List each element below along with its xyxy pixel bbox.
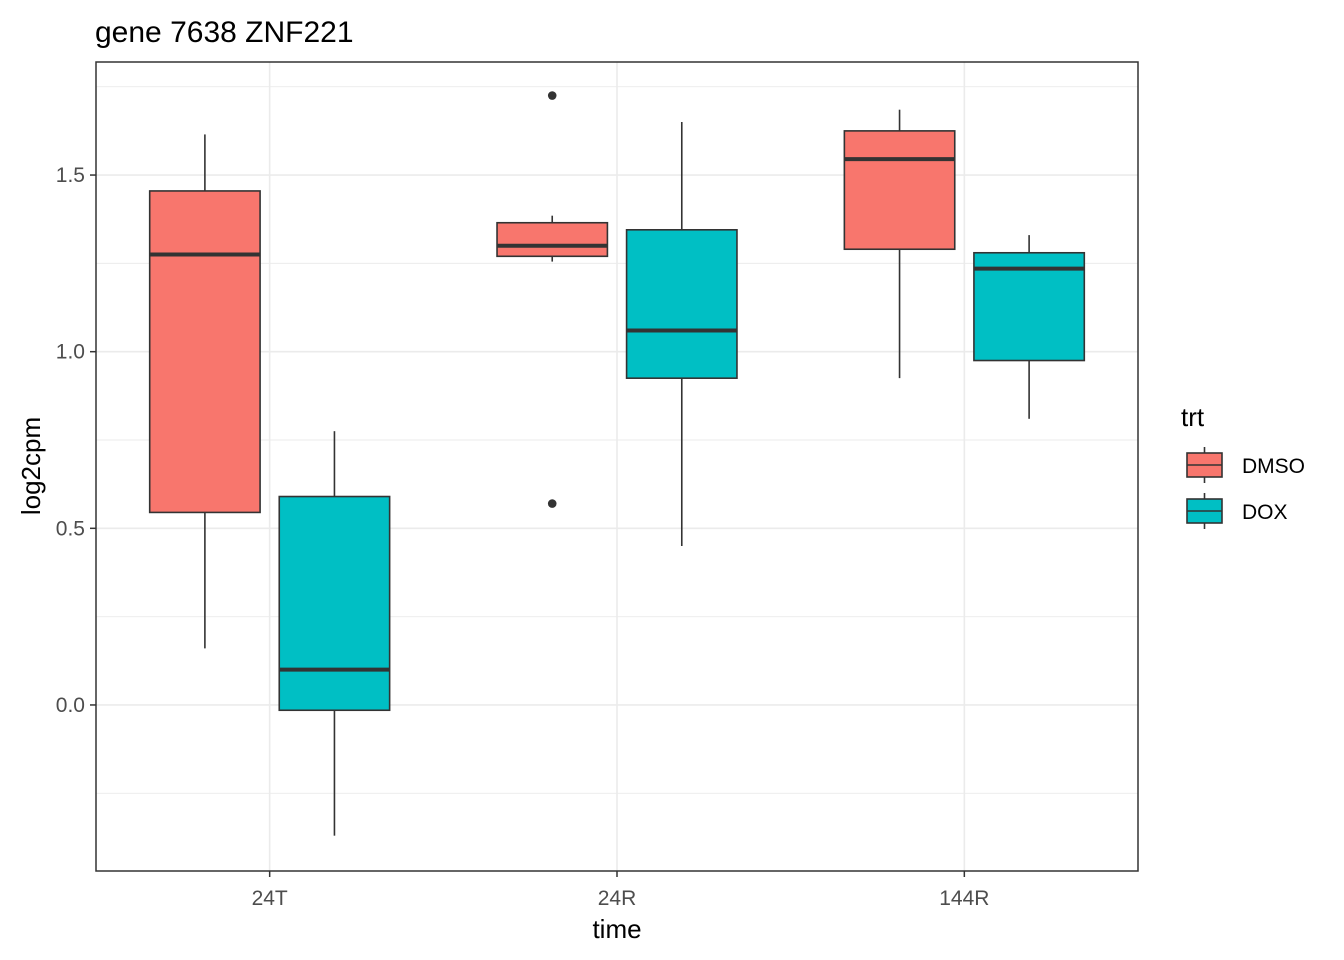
legend-label: DOX: [1242, 501, 1288, 524]
boxplot-dox-24t: [278, 431, 391, 836]
legend-title: trt: [1181, 402, 1205, 432]
y-tick-label: 0.0: [56, 694, 85, 717]
x-tick-label: 144R: [939, 887, 989, 910]
y-tick-label: 1.0: [56, 341, 85, 364]
x-tick-label: 24R: [598, 887, 637, 910]
boxplot-dmso-24t: [148, 134, 261, 649]
outlier-point: [547, 91, 557, 100]
boxplot-dmso-24r: [496, 91, 609, 508]
box-iqr: [148, 190, 261, 514]
boxplot-dox-24r: [625, 122, 738, 546]
x-tick-label: 24T: [252, 887, 288, 910]
chart-title: gene 7638 ZNF221: [95, 16, 354, 49]
legend-keys: DMSO DOX: [1186, 447, 1305, 529]
box-iqr: [496, 221, 609, 258]
axes: 0.0 0.5 1.0 1.5 24T 24R 144R: [56, 164, 990, 910]
box-iqr: [625, 229, 738, 379]
boxplots: [148, 91, 1086, 836]
outlier-point: [547, 499, 557, 508]
box-iqr: [843, 130, 956, 251]
box-iqr: [973, 251, 1086, 362]
plot-panel: [95, 61, 1139, 872]
y-tick-label: 1.5: [56, 164, 85, 187]
legend: trt DMSO DOX: [1181, 402, 1305, 529]
box-iqr: [278, 495, 391, 712]
boxplot-dox-144r: [973, 235, 1086, 419]
legend-item-dmso: DMSO: [1186, 447, 1305, 483]
y-axis-title: log2cpm: [16, 417, 46, 515]
legend-item-dox: DOX: [1186, 493, 1288, 529]
legend-label: DMSO: [1242, 455, 1305, 478]
boxplot-dmso-144r: [843, 109, 956, 379]
x-axis-title: time: [592, 914, 641, 944]
y-tick-label: 0.5: [56, 517, 85, 540]
grid-lines: [96, 62, 1138, 871]
